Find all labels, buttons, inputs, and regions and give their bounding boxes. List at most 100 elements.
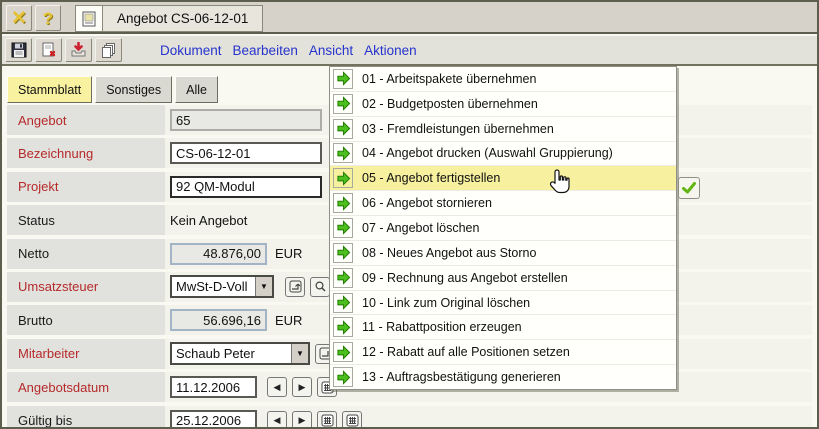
gueltig-bis-prev-button[interactable]: ◀ [267, 410, 287, 427]
window-title: Angebot CS-06-12-01 [103, 5, 264, 32]
calendar-icon [346, 414, 358, 427]
umsatzsteuer-search-button[interactable] [310, 276, 330, 297]
tab-strip: Stammblatt Sonstiges Alle [7, 76, 218, 103]
green-arrow-icon [336, 245, 350, 261]
aktionen-item-03[interactable]: 03 - Fremdleistungen übernehmen [330, 116, 676, 142]
netto-field: 48.876,00 [170, 242, 267, 265]
confirm-button[interactable] [678, 177, 700, 199]
aktionen-item-label: 06 - Angebot stornieren [362, 196, 492, 211]
gueltig-bis-calendar-button[interactable] [317, 410, 337, 427]
projekt-input[interactable] [170, 175, 322, 198]
green-arrow-icon [333, 317, 353, 338]
bezeichnung-input[interactable] [170, 142, 322, 165]
row-gueltig-bis: Gültig bis ◀ ▶ [7, 405, 812, 427]
projekt-label: Projekt [7, 171, 165, 202]
aktionen-item-label: 08 - Neues Angebot aus Storno [362, 245, 537, 260]
green-arrow-icon [336, 71, 350, 87]
green-arrow-icon [336, 369, 350, 385]
aktionen-item-label: 01 - Arbeitspakete übernehmen [362, 71, 537, 86]
menubar-item-aktionen[interactable]: Aktionen [364, 42, 417, 58]
gueltig-bis-calendar2-button[interactable] [342, 410, 362, 427]
save-icon [11, 42, 26, 58]
brutto-label: Brutto [7, 305, 165, 336]
green-arrow-icon [336, 171, 350, 186]
aktionen-item-06[interactable]: 06 - Angebot stornieren [330, 191, 676, 217]
save-button[interactable] [5, 38, 32, 62]
titlebar: ✕ ? Angebot CS-06-12-01 [2, 2, 817, 34]
green-arrow-icon [336, 220, 350, 236]
green-arrow-icon [336, 320, 350, 335]
menubar-items: Dokument Bearbeiten Ansicht Aktionen [160, 43, 417, 58]
aktionen-item-label: 09 - Rechnung aus Angebot erstellen [362, 270, 568, 285]
bezeichnung-label: Bezeichnung [7, 138, 165, 169]
tab-sonstiges[interactable]: Sonstiges [95, 76, 173, 103]
mitarbeiter-select[interactable]: Schaub Peter ▼ [170, 342, 310, 366]
green-arrow-icon [336, 96, 350, 111]
chevron-down-icon[interactable]: ▼ [255, 277, 272, 297]
aktionen-item-10[interactable]: 10 - Link zum Original löschen [330, 290, 676, 316]
calendar-icon [321, 414, 333, 427]
delete-document-icon [42, 42, 55, 57]
aktionen-item-04[interactable]: 04 - Angebot drucken (Auswahl Gruppierun… [330, 141, 676, 167]
aktionen-item-09[interactable]: 09 - Rechnung aus Angebot erstellen [330, 265, 676, 291]
netto-label: Netto [7, 238, 165, 269]
aktionen-item-label: 05 - Angebot fertigstellen [362, 171, 501, 186]
aktionen-item-01[interactable]: 01 - Arbeitspakete übernehmen [330, 67, 676, 92]
close-button[interactable]: ✕ [6, 5, 32, 31]
delete-document-button[interactable] [35, 38, 62, 62]
green-arrow-icon [336, 270, 350, 285]
angebotsdatum-label: Angebotsdatum [7, 372, 165, 403]
arrow-right-icon: ▶ [298, 415, 306, 426]
help-button[interactable]: ? [35, 5, 61, 31]
mitarbeiter-value: Schaub Peter [176, 346, 255, 362]
angebotsdatum-input[interactable] [170, 376, 257, 399]
arrow-left-icon: ◀ [273, 415, 281, 426]
tab-stammblatt[interactable]: Stammblatt [7, 76, 93, 103]
green-arrow-icon [336, 121, 350, 136]
green-arrow-icon [333, 93, 353, 114]
green-arrow-icon [333, 68, 353, 89]
angebot-label: Angebot [7, 105, 165, 135]
angebotsdatum-next-button[interactable]: ▶ [292, 377, 312, 398]
green-arrow-icon [333, 242, 353, 263]
document-icon-glyph [82, 11, 96, 26]
menubar-item-bearbeiten[interactable]: Bearbeiten [232, 42, 298, 58]
tab-alle[interactable]: Alle [175, 76, 218, 103]
green-arrow-icon [333, 193, 353, 214]
netto-currency: EUR [275, 246, 303, 262]
aktionen-item-13[interactable]: 13 - Auftragsbestätigung generieren [330, 365, 676, 389]
aktionen-item-08[interactable]: 08 - Neues Angebot aus Storno [330, 240, 676, 266]
import-button[interactable] [65, 38, 92, 62]
copy-button[interactable] [95, 38, 122, 62]
aktionen-item-07[interactable]: 07 - Angebot löschen [330, 216, 676, 241]
aktionen-item-label: 13 - Auftragsbestätigung generieren [362, 370, 561, 385]
brutto-currency: EUR [275, 312, 303, 328]
cursor-hand-icon [548, 168, 572, 201]
umsatzsteuer-goto-button[interactable] [285, 276, 305, 297]
green-arrow-icon [333, 367, 353, 388]
aktionen-item-02[interactable]: 02 - Budgetposten übernehmen [330, 91, 676, 117]
document-icon[interactable] [75, 5, 103, 32]
menubar-item-ansicht[interactable]: Ansicht [308, 42, 354, 58]
gueltig-bis-next-button[interactable]: ▶ [292, 410, 312, 427]
copy-icon [101, 43, 115, 58]
mitarbeiter-label: Mitarbeiter [7, 338, 165, 369]
document-tab[interactable]: Angebot CS-06-12-01 [75, 5, 264, 32]
aktionen-item-11[interactable]: 11 - Rabattposition erzeugen [330, 315, 676, 341]
angebotsdatum-prev-button[interactable]: ◀ [267, 377, 287, 398]
aktionen-item-12[interactable]: 12 - Rabatt auf alle Positionen setzen [330, 340, 676, 366]
umsatzsteuer-value: MwSt-D-Voll [176, 279, 248, 295]
chevron-down-icon[interactable]: ▼ [291, 344, 308, 364]
umsatzsteuer-select[interactable]: MwSt-D-Voll ▼ [170, 275, 274, 299]
import-icon [71, 42, 86, 57]
umsatzsteuer-label: Umsatzsteuer [7, 271, 165, 302]
green-arrow-icon [333, 143, 353, 164]
aktionen-item-label: 02 - Budgetposten übernehmen [362, 96, 538, 111]
help-icon: ? [42, 8, 54, 28]
aktionen-item-05[interactable]: 05 - Angebot fertigstellen [330, 166, 676, 192]
gueltig-bis-input[interactable] [170, 409, 257, 427]
aktionen-item-label: 03 - Fremdleistungen übernehmen [362, 121, 554, 136]
menubar-item-dokument[interactable]: Dokument [160, 42, 222, 58]
green-arrow-icon [333, 168, 353, 189]
checkmark-icon [682, 182, 696, 194]
